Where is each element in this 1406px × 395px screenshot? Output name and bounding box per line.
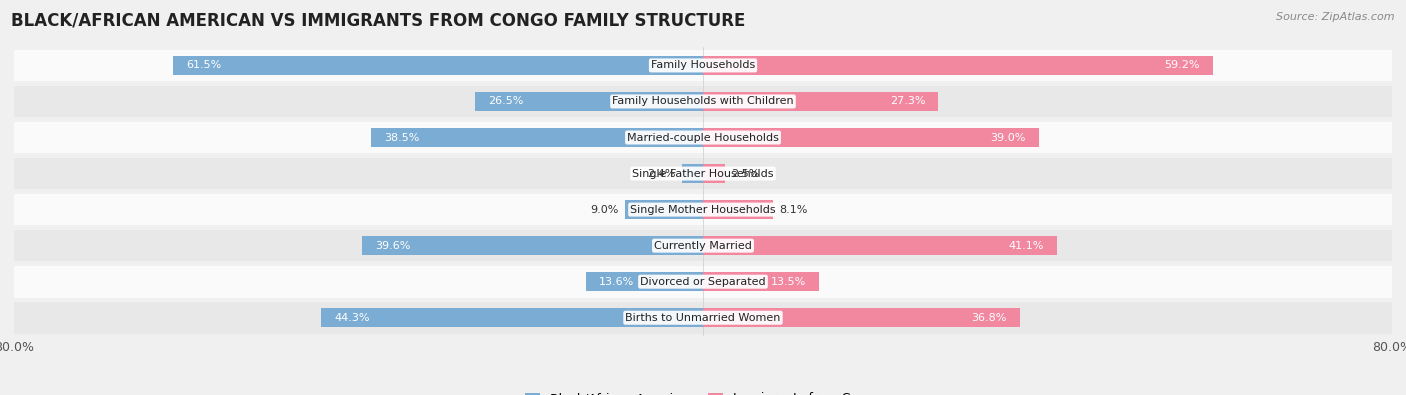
Text: Single Father Households: Single Father Households xyxy=(633,169,773,179)
Bar xyxy=(14,302,1392,334)
Text: Family Households: Family Households xyxy=(651,60,755,70)
Text: Family Households with Children: Family Households with Children xyxy=(612,96,794,107)
Bar xyxy=(14,86,1392,117)
Text: 39.0%: 39.0% xyxy=(991,132,1026,143)
Text: 13.6%: 13.6% xyxy=(599,276,634,287)
Text: BLACK/AFRICAN AMERICAN VS IMMIGRANTS FROM CONGO FAMILY STRUCTURE: BLACK/AFRICAN AMERICAN VS IMMIGRANTS FRO… xyxy=(11,12,745,30)
Bar xyxy=(586,272,703,291)
Legend: Black/African American, Immigrants from Congo: Black/African American, Immigrants from … xyxy=(520,387,886,395)
Bar xyxy=(703,92,938,111)
Bar xyxy=(371,128,703,147)
Text: Divorced or Separated: Divorced or Separated xyxy=(640,276,766,287)
Text: Currently Married: Currently Married xyxy=(654,241,752,251)
Bar xyxy=(14,194,1392,226)
Bar xyxy=(703,308,1019,327)
Bar xyxy=(322,308,703,327)
Text: 2.4%: 2.4% xyxy=(647,169,675,179)
Bar xyxy=(703,56,1213,75)
Bar xyxy=(703,128,1039,147)
Text: 27.3%: 27.3% xyxy=(890,96,925,107)
Bar xyxy=(14,49,1392,81)
Text: Source: ZipAtlas.com: Source: ZipAtlas.com xyxy=(1277,12,1395,22)
Bar xyxy=(703,200,773,219)
Text: 26.5%: 26.5% xyxy=(488,96,523,107)
Text: 39.6%: 39.6% xyxy=(375,241,411,251)
Text: 2.5%: 2.5% xyxy=(731,169,759,179)
Text: 8.1%: 8.1% xyxy=(780,205,808,214)
Bar xyxy=(703,236,1057,255)
Text: Births to Unmarried Women: Births to Unmarried Women xyxy=(626,313,780,323)
Text: 61.5%: 61.5% xyxy=(186,60,222,70)
Bar xyxy=(14,158,1392,190)
Text: 44.3%: 44.3% xyxy=(335,313,370,323)
Text: 59.2%: 59.2% xyxy=(1164,60,1199,70)
Bar xyxy=(14,266,1392,297)
Bar xyxy=(703,272,820,291)
Text: 41.1%: 41.1% xyxy=(1008,241,1045,251)
Bar xyxy=(703,164,724,183)
Text: 38.5%: 38.5% xyxy=(384,132,420,143)
Bar xyxy=(14,122,1392,153)
Bar xyxy=(173,56,703,75)
Text: 9.0%: 9.0% xyxy=(591,205,619,214)
Text: Single Mother Households: Single Mother Households xyxy=(630,205,776,214)
Bar xyxy=(626,200,703,219)
Text: Married-couple Households: Married-couple Households xyxy=(627,132,779,143)
Bar xyxy=(475,92,703,111)
Bar xyxy=(14,230,1392,261)
Text: 36.8%: 36.8% xyxy=(972,313,1007,323)
Bar xyxy=(361,236,703,255)
Bar xyxy=(682,164,703,183)
Text: 13.5%: 13.5% xyxy=(770,276,807,287)
